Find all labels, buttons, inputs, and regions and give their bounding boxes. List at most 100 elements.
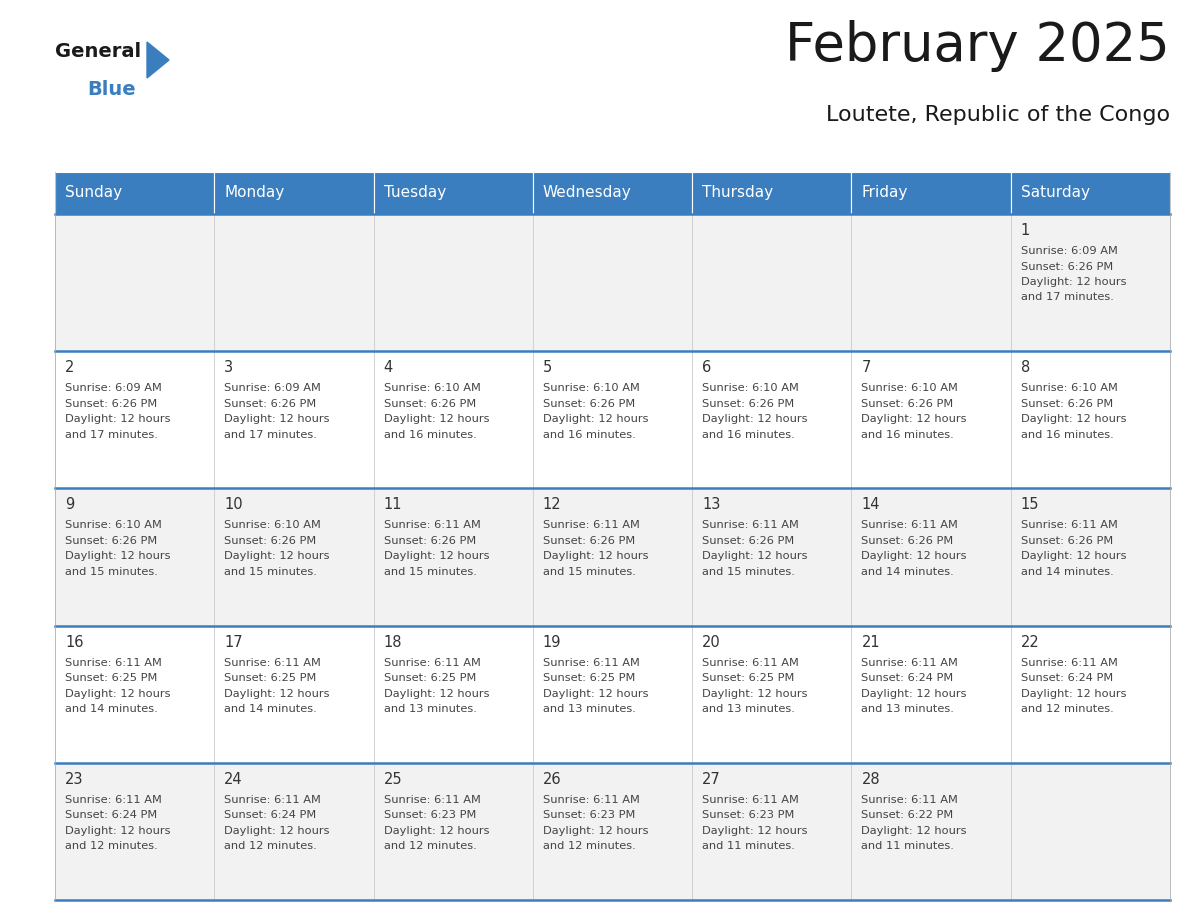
- Text: Sunrise: 6:09 AM: Sunrise: 6:09 AM: [225, 383, 321, 393]
- Bar: [693, 763, 852, 900]
- Text: 25: 25: [384, 772, 403, 787]
- Bar: [1011, 763, 1170, 900]
- Text: Sunset: 6:26 PM: Sunset: 6:26 PM: [384, 398, 476, 409]
- Bar: [1011, 488, 1170, 625]
- Text: Daylight: 12 hours: Daylight: 12 hours: [384, 414, 489, 424]
- Text: Sunrise: 6:11 AM: Sunrise: 6:11 AM: [543, 795, 639, 805]
- Text: Sunset: 6:23 PM: Sunset: 6:23 PM: [702, 811, 795, 821]
- Text: Sunrise: 6:11 AM: Sunrise: 6:11 AM: [543, 521, 639, 531]
- Text: and 17 minutes.: and 17 minutes.: [65, 430, 158, 440]
- Text: Sunset: 6:26 PM: Sunset: 6:26 PM: [1020, 398, 1113, 409]
- Text: Sunrise: 6:09 AM: Sunrise: 6:09 AM: [65, 383, 162, 393]
- Text: and 16 minutes.: and 16 minutes.: [1020, 430, 1113, 440]
- Text: and 15 minutes.: and 15 minutes.: [225, 567, 317, 577]
- Text: Sunset: 6:26 PM: Sunset: 6:26 PM: [384, 536, 476, 546]
- Text: Daylight: 12 hours: Daylight: 12 hours: [225, 826, 330, 835]
- Text: and 16 minutes.: and 16 minutes.: [702, 430, 795, 440]
- Text: 22: 22: [1020, 634, 1040, 650]
- Text: Sunset: 6:26 PM: Sunset: 6:26 PM: [861, 536, 954, 546]
- Text: Wednesday: Wednesday: [543, 185, 632, 200]
- Text: Saturday: Saturday: [1020, 185, 1089, 200]
- Text: Sunset: 6:26 PM: Sunset: 6:26 PM: [543, 398, 636, 409]
- Text: 16: 16: [65, 634, 83, 650]
- Text: 5: 5: [543, 360, 552, 375]
- Text: 7: 7: [861, 360, 871, 375]
- Bar: [533, 488, 693, 625]
- Text: Sunset: 6:26 PM: Sunset: 6:26 PM: [1020, 536, 1113, 546]
- Text: 2: 2: [65, 360, 75, 375]
- Text: Sunset: 6:24 PM: Sunset: 6:24 PM: [65, 811, 157, 821]
- Text: Sunrise: 6:10 AM: Sunrise: 6:10 AM: [1020, 383, 1118, 393]
- Text: and 12 minutes.: and 12 minutes.: [1020, 704, 1113, 714]
- Bar: [373, 625, 533, 763]
- Text: and 17 minutes.: and 17 minutes.: [225, 430, 317, 440]
- Text: 24: 24: [225, 772, 242, 787]
- Text: Daylight: 12 hours: Daylight: 12 hours: [861, 826, 967, 835]
- Text: Sunrise: 6:11 AM: Sunrise: 6:11 AM: [65, 795, 162, 805]
- Bar: [852, 172, 1011, 214]
- Text: Daylight: 12 hours: Daylight: 12 hours: [543, 688, 649, 699]
- Text: 28: 28: [861, 772, 880, 787]
- Bar: [852, 488, 1011, 625]
- Text: Daylight: 12 hours: Daylight: 12 hours: [65, 414, 171, 424]
- Bar: [373, 352, 533, 488]
- Text: 14: 14: [861, 498, 880, 512]
- Bar: [55, 214, 214, 352]
- Text: Sunrise: 6:11 AM: Sunrise: 6:11 AM: [65, 657, 162, 667]
- Text: Daylight: 12 hours: Daylight: 12 hours: [384, 826, 489, 835]
- Text: Daylight: 12 hours: Daylight: 12 hours: [543, 414, 649, 424]
- Text: Daylight: 12 hours: Daylight: 12 hours: [702, 414, 808, 424]
- Text: Daylight: 12 hours: Daylight: 12 hours: [1020, 688, 1126, 699]
- Text: Sunrise: 6:10 AM: Sunrise: 6:10 AM: [543, 383, 639, 393]
- Text: 17: 17: [225, 634, 242, 650]
- Text: Sunrise: 6:11 AM: Sunrise: 6:11 AM: [225, 795, 321, 805]
- Text: Sunrise: 6:11 AM: Sunrise: 6:11 AM: [1020, 521, 1118, 531]
- Text: Sunrise: 6:11 AM: Sunrise: 6:11 AM: [384, 657, 480, 667]
- Text: Sunset: 6:26 PM: Sunset: 6:26 PM: [702, 398, 795, 409]
- Text: Tuesday: Tuesday: [384, 185, 446, 200]
- Text: Sunset: 6:25 PM: Sunset: 6:25 PM: [384, 673, 476, 683]
- Text: Sunset: 6:26 PM: Sunset: 6:26 PM: [861, 398, 954, 409]
- Text: and 15 minutes.: and 15 minutes.: [543, 567, 636, 577]
- Text: 26: 26: [543, 772, 562, 787]
- Text: 15: 15: [1020, 498, 1040, 512]
- Text: and 16 minutes.: and 16 minutes.: [543, 430, 636, 440]
- Text: Sunrise: 6:11 AM: Sunrise: 6:11 AM: [384, 521, 480, 531]
- Bar: [55, 172, 214, 214]
- Text: and 16 minutes.: and 16 minutes.: [384, 430, 476, 440]
- Bar: [852, 352, 1011, 488]
- Text: Daylight: 12 hours: Daylight: 12 hours: [65, 552, 171, 562]
- Text: Daylight: 12 hours: Daylight: 12 hours: [702, 826, 808, 835]
- Text: Sunset: 6:26 PM: Sunset: 6:26 PM: [702, 536, 795, 546]
- Text: Sunrise: 6:10 AM: Sunrise: 6:10 AM: [225, 521, 321, 531]
- Text: Daylight: 12 hours: Daylight: 12 hours: [1020, 552, 1126, 562]
- Text: Sunset: 6:25 PM: Sunset: 6:25 PM: [225, 673, 317, 683]
- Bar: [214, 214, 373, 352]
- Text: Blue: Blue: [87, 80, 135, 99]
- Bar: [55, 763, 214, 900]
- Text: Daylight: 12 hours: Daylight: 12 hours: [861, 414, 967, 424]
- Text: 19: 19: [543, 634, 562, 650]
- Text: Sunrise: 6:10 AM: Sunrise: 6:10 AM: [861, 383, 959, 393]
- Text: and 13 minutes.: and 13 minutes.: [861, 704, 954, 714]
- Polygon shape: [147, 42, 169, 78]
- Text: Daylight: 12 hours: Daylight: 12 hours: [861, 688, 967, 699]
- Bar: [693, 488, 852, 625]
- Text: and 14 minutes.: and 14 minutes.: [861, 567, 954, 577]
- Text: Daylight: 12 hours: Daylight: 12 hours: [1020, 277, 1126, 287]
- Text: 6: 6: [702, 360, 712, 375]
- Text: and 13 minutes.: and 13 minutes.: [702, 704, 795, 714]
- Text: Daylight: 12 hours: Daylight: 12 hours: [702, 552, 808, 562]
- Bar: [852, 214, 1011, 352]
- Bar: [373, 172, 533, 214]
- Text: 13: 13: [702, 498, 720, 512]
- Text: Sunset: 6:23 PM: Sunset: 6:23 PM: [384, 811, 476, 821]
- Text: and 17 minutes.: and 17 minutes.: [1020, 293, 1113, 303]
- Text: Daylight: 12 hours: Daylight: 12 hours: [225, 552, 330, 562]
- Text: Sunrise: 6:09 AM: Sunrise: 6:09 AM: [1020, 246, 1118, 256]
- Text: 21: 21: [861, 634, 880, 650]
- Text: Sunset: 6:26 PM: Sunset: 6:26 PM: [65, 536, 157, 546]
- Text: and 15 minutes.: and 15 minutes.: [702, 567, 795, 577]
- Text: and 11 minutes.: and 11 minutes.: [702, 841, 795, 851]
- Bar: [214, 352, 373, 488]
